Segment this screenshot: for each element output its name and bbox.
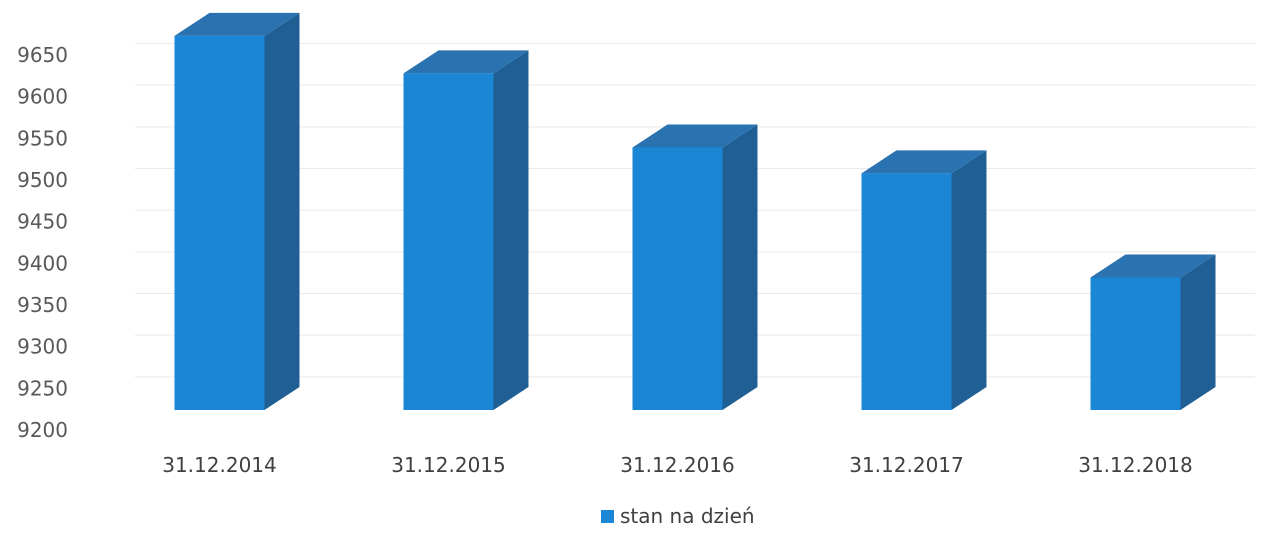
bar (1090, 254, 1216, 410)
x-axis-ticks: 31.12.2014 31.12.2015 31.12.2016 31.12.2017… (162, 453, 1193, 477)
x-tick-label: 31.12.2015 (391, 453, 506, 477)
bar (632, 124, 758, 410)
bar-front (1090, 277, 1181, 410)
bar-side (493, 50, 529, 410)
bar-top (403, 50, 529, 74)
x-tick-label: 31.12.2017 (849, 453, 964, 477)
y-tick-label: 9200 (17, 418, 68, 442)
bar-top (174, 12, 300, 36)
x-tick-label: 31.12.2018 (1078, 453, 1193, 477)
y-tick-label: 9650 (17, 43, 68, 67)
bar-side (1180, 254, 1216, 410)
bar-side (722, 124, 758, 410)
bar-front (403, 73, 494, 410)
y-tick-label: 9550 (17, 126, 68, 150)
y-tick-label: 9400 (17, 251, 68, 275)
bar-side (264, 12, 300, 410)
y-tick-label: 9500 (17, 168, 68, 192)
bars (174, 12, 1216, 411)
bar-front (861, 173, 952, 410)
y-tick-label: 9350 (17, 293, 68, 317)
y-axis-ticks: 9200 9250 9300 9350 9400 9450 9500 9550 9600 9650 (17, 43, 68, 442)
bar-front (174, 35, 265, 410)
bar (403, 50, 529, 410)
y-tick-label: 9600 (17, 85, 68, 109)
x-tick-label: 31.12.2016 (620, 453, 735, 477)
bar-top (861, 150, 987, 174)
x-tick-label: 31.12.2014 (162, 453, 277, 477)
legend-marker (601, 510, 614, 523)
bar-top (632, 124, 758, 148)
bar (861, 150, 987, 411)
y-tick-label: 9300 (17, 335, 68, 359)
legend: stan na dzień (601, 504, 755, 528)
legend-label: stan na dzień (620, 504, 755, 528)
bar (174, 12, 300, 410)
bar-top (1090, 254, 1216, 278)
y-tick-label: 9250 (17, 376, 68, 400)
bar-front (632, 147, 723, 410)
y-tick-label: 9450 (17, 210, 68, 234)
bar-side (951, 150, 987, 411)
